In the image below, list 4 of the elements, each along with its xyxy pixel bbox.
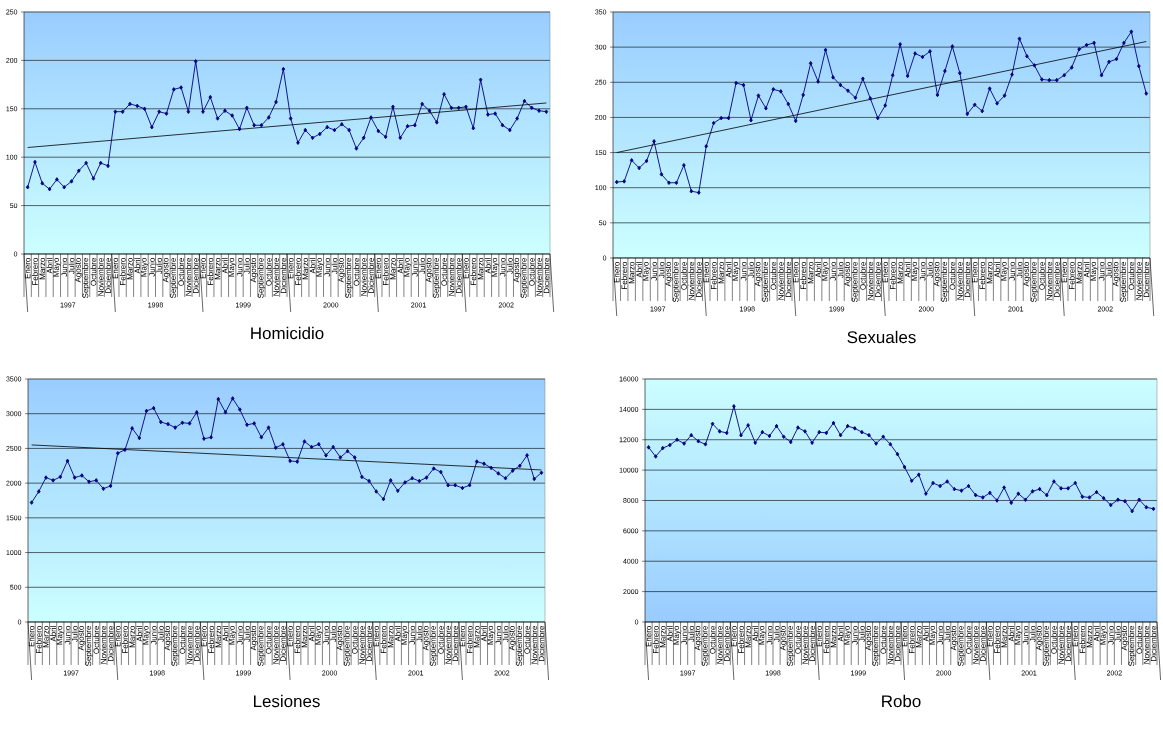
text: Robo [882,694,921,708]
text: Homicidio [251,326,324,340]
text: Sexuales [847,330,916,344]
text: Lesiones [254,694,320,708]
